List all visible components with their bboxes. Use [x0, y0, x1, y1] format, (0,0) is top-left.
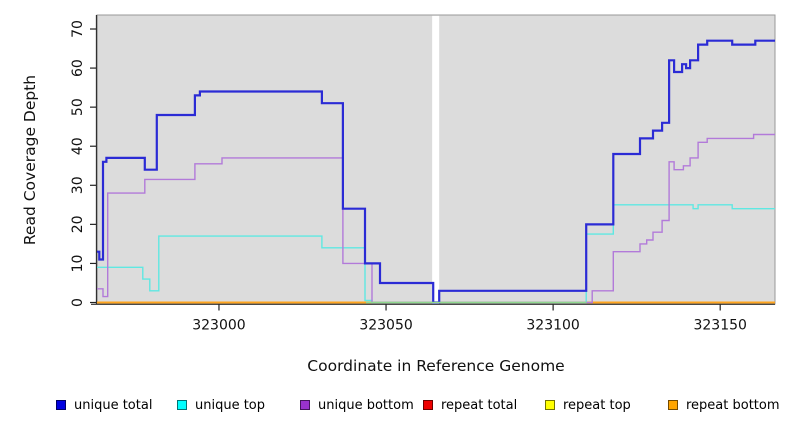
legend-swatch-repeat-total	[423, 400, 433, 410]
legend-swatch-unique-top	[177, 400, 187, 410]
y-tick-label: 70	[70, 20, 86, 38]
legend-item-unique-top: unique top	[177, 396, 265, 414]
x-tick-label: 323100	[526, 318, 579, 334]
legend-label: repeat top	[563, 397, 631, 413]
legend-item-repeat-total: repeat total	[423, 396, 517, 414]
y-tick-label: 10	[70, 255, 86, 273]
y-tick-label: 0	[70, 298, 86, 307]
x-tick-label: 323150	[693, 318, 746, 334]
legend-label: unique top	[195, 397, 266, 413]
legend-label: unique total	[74, 397, 153, 413]
legend-item-unique-total: unique total	[56, 396, 152, 414]
series-unique-total-line	[97, 39, 775, 304]
legend-label: unique bottom	[318, 397, 414, 413]
coverage-chart-canvas: 323000 323050 323100 323150 0 10 20 30 40 50 60 70	[70, 14, 776, 334]
no-data-gap-band	[432, 15, 440, 304]
legend-swatch-unique-total	[56, 400, 66, 410]
legend-label: repeat bottom	[686, 397, 780, 413]
chart-legend: unique total unique top unique bottom repea…	[0, 396, 792, 420]
y-tick-label: 30	[70, 176, 86, 194]
legend-swatch-repeat-bottom	[668, 400, 678, 410]
y-tick-label: 40	[70, 137, 86, 155]
legend-swatch-unique-bottom	[300, 400, 310, 410]
y-tick-label: 60	[70, 59, 86, 77]
y-tick-label: 20	[70, 215, 86, 233]
legend-item-repeat-top: repeat top	[545, 396, 631, 414]
legend-label: repeat total	[441, 397, 518, 413]
y-axis-title: Read Coverage Depth	[21, 74, 39, 246]
x-axis-title: Coordinate in Reference Genome	[307, 357, 565, 375]
legend-item-unique-bottom: unique bottom	[300, 396, 414, 414]
legend-swatch-repeat-top	[545, 400, 555, 410]
y-tick-label: 50	[70, 98, 86, 116]
series-unique-bottom-line	[97, 133, 775, 304]
legend-item-repeat-bottom: repeat bottom	[668, 396, 780, 414]
x-tick-label: 323000	[192, 318, 245, 334]
x-tick-label: 323050	[359, 318, 412, 334]
